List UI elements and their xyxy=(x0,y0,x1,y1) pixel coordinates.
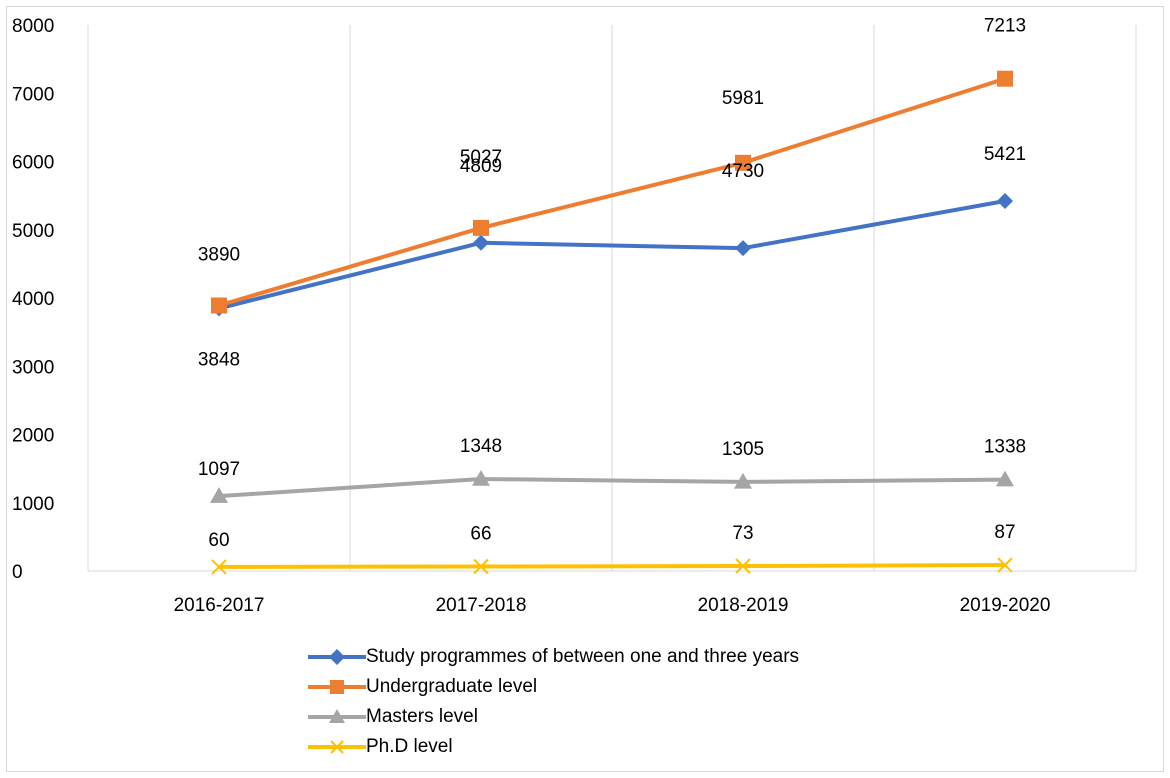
legend-label: Masters level xyxy=(366,706,478,727)
data-point xyxy=(472,469,490,486)
data-label: 1305 xyxy=(722,439,764,460)
data-point xyxy=(997,193,1013,210)
x-tick-label: 2018-2019 xyxy=(698,595,789,616)
data-point xyxy=(473,219,489,236)
data-point xyxy=(473,234,489,251)
legend-entry: Undergraduate level xyxy=(308,672,799,702)
y-tick-label: 7000 xyxy=(12,84,54,105)
legend-swatch xyxy=(308,680,366,694)
data-point xyxy=(735,558,751,574)
legend-entry: Study programmes of between one and thre… xyxy=(308,642,799,672)
data-label: 1348 xyxy=(460,436,502,457)
data-label: 87 xyxy=(994,522,1015,543)
y-tick-label: 8000 xyxy=(12,16,54,37)
data-point xyxy=(211,559,227,575)
y-tick-label: 4000 xyxy=(12,289,54,310)
data-point xyxy=(735,154,751,171)
legend-entry: Ph.D level xyxy=(308,732,799,762)
y-tick-label: 0 xyxy=(12,562,23,583)
series-line xyxy=(218,76,1006,308)
data-point xyxy=(997,70,1013,87)
data-label: 1338 xyxy=(984,437,1026,458)
data-label: 3848 xyxy=(198,349,240,370)
chart-frame xyxy=(6,6,1164,772)
y-tick-label: 2000 xyxy=(12,426,54,447)
y-tick-label: 5000 xyxy=(12,221,54,242)
x-tick-label: 2016-2017 xyxy=(174,595,265,616)
x-tick-label: 2019-2020 xyxy=(960,595,1051,616)
chart-legend: Study programmes of between one and thre… xyxy=(308,642,799,762)
y-tick-label: 3000 xyxy=(12,357,54,378)
data-label: 7213 xyxy=(984,16,1026,37)
series-line xyxy=(218,199,1006,311)
data-point xyxy=(735,240,751,257)
data-point xyxy=(473,558,489,575)
legend-swatch xyxy=(308,709,366,723)
legend-entry: Masters level xyxy=(308,702,799,732)
data-label: 5421 xyxy=(984,144,1026,165)
data-point xyxy=(211,297,227,314)
data-label: 1097 xyxy=(198,459,240,480)
x-tick-label: 2017-2018 xyxy=(436,595,527,616)
data-point xyxy=(210,487,228,503)
data-label: 4809 xyxy=(460,156,502,177)
data-point xyxy=(997,557,1013,573)
data-label: 3890 xyxy=(198,245,240,266)
y-tick-label: 6000 xyxy=(12,153,54,174)
data-point xyxy=(996,470,1014,487)
legend-label: Study programmes of between one and thre… xyxy=(366,646,800,667)
legend-swatch xyxy=(308,649,366,665)
data-label: 4730 xyxy=(722,161,764,182)
legend-label: Ph.D level xyxy=(366,736,453,757)
data-label: 5027 xyxy=(460,147,502,168)
series-line xyxy=(218,476,1006,499)
series-line xyxy=(218,563,1006,569)
y-tick-label: 1000 xyxy=(12,494,54,515)
legend-label: Undergraduate level xyxy=(366,676,538,697)
data-label: 60 xyxy=(208,530,229,551)
legend-swatch xyxy=(308,740,366,754)
data-label: 5981 xyxy=(722,88,764,109)
data-label: 66 xyxy=(470,523,491,544)
data-label: 73 xyxy=(732,523,753,544)
data-point xyxy=(734,472,752,489)
